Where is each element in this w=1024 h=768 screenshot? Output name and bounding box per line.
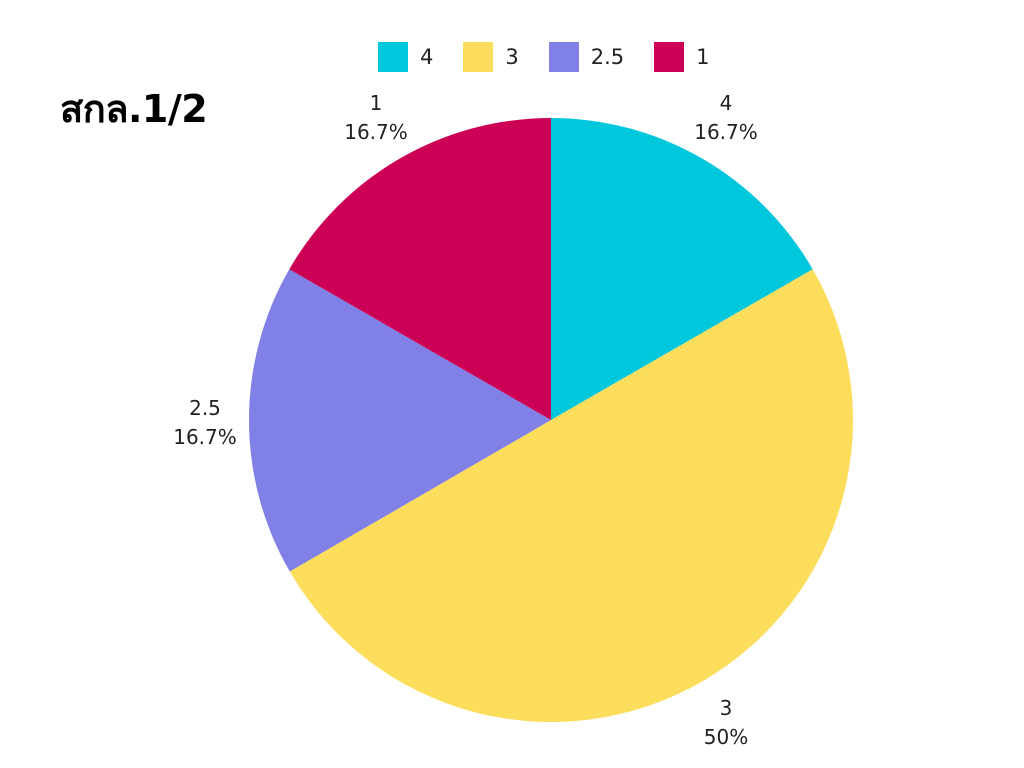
- legend: 4 3 2.5 1: [378, 42, 740, 72]
- legend-label: 1: [696, 45, 710, 69]
- legend-swatch: [654, 42, 685, 72]
- slice-label-name: 1: [370, 91, 383, 115]
- legend-swatch: [548, 42, 579, 72]
- slice-label-percent: 50%: [704, 725, 748, 749]
- legend-label: 3: [505, 45, 519, 69]
- legend-swatch: [463, 42, 494, 72]
- slice-label-name: 4: [720, 91, 733, 115]
- slice-label-percent: 16.7%: [694, 120, 758, 144]
- slice-label-name: 3: [720, 696, 733, 720]
- pie-slice-2-5: [248, 269, 551, 572]
- slice-label-percent: 16.7%: [344, 120, 408, 144]
- slice-label-percent: 16.7%: [173, 425, 237, 449]
- chart-title: สกล.1/2: [60, 87, 208, 131]
- legend-item: 4: [378, 42, 433, 72]
- legend-label: 2.5: [590, 45, 625, 69]
- legend-item: 1: [654, 42, 710, 72]
- pie-slice-3: [289, 269, 854, 723]
- legend-label: 4: [420, 45, 434, 69]
- legend-item: 2.5: [548, 42, 625, 72]
- pie-slice-1: [289, 118, 551, 420]
- legend-swatch: [378, 42, 408, 72]
- legend-item: 3: [463, 42, 519, 72]
- pie-slice-4: [551, 118, 813, 420]
- slice-label-name: 2.5: [189, 396, 221, 420]
